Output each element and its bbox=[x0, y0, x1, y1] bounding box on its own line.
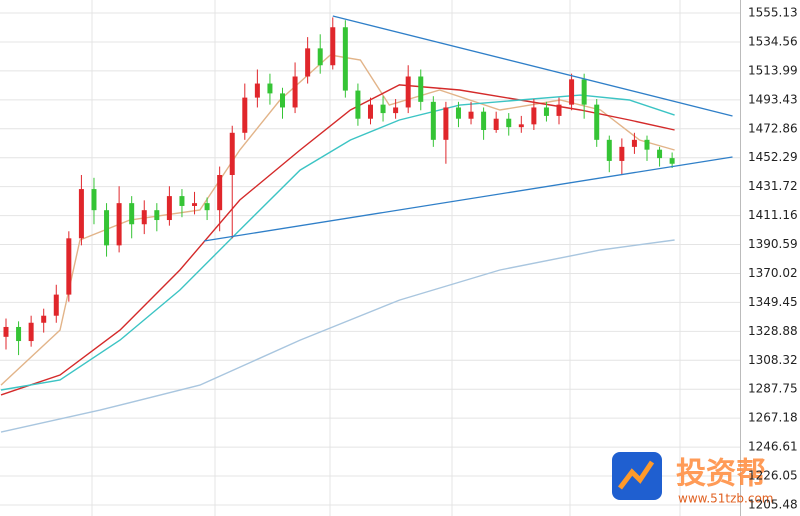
logo-mark bbox=[618, 460, 655, 490]
candle-body bbox=[129, 203, 135, 225]
candle-body bbox=[317, 48, 323, 66]
candle-body bbox=[531, 107, 537, 125]
candle-body bbox=[342, 27, 348, 91]
candle-body bbox=[493, 118, 499, 130]
candle-body bbox=[631, 139, 637, 147]
y-tick-label: 1246.61 bbox=[748, 440, 798, 454]
candle-body bbox=[166, 196, 172, 221]
candle-body bbox=[405, 76, 411, 108]
candle-body bbox=[3, 326, 9, 337]
candle-body bbox=[569, 79, 575, 105]
y-tick-label: 1205.48 bbox=[748, 497, 798, 511]
line bbox=[0, 94, 675, 391]
y-tick-label: 1452.29 bbox=[748, 150, 798, 164]
y-tick-label: 1328.88 bbox=[748, 324, 798, 338]
y-tick-label: 1534.56 bbox=[748, 34, 798, 48]
candle-body bbox=[468, 111, 474, 119]
y-tick-label: 1493.43 bbox=[748, 92, 798, 106]
candle-body bbox=[280, 93, 286, 108]
y-tick-label: 1555.13 bbox=[748, 6, 798, 20]
candle-body bbox=[606, 139, 612, 161]
candle-body bbox=[292, 76, 298, 108]
candle-body bbox=[380, 104, 386, 114]
candle-body bbox=[518, 124, 524, 128]
candle-body bbox=[543, 107, 549, 116]
candle-body bbox=[594, 104, 600, 140]
watermark-url: www.51tzb.com bbox=[678, 492, 774, 506]
candle-body bbox=[254, 83, 260, 98]
y-tick-label: 1472.86 bbox=[748, 121, 798, 135]
candle-body bbox=[66, 238, 72, 295]
candle-body bbox=[141, 210, 147, 225]
candle-body bbox=[28, 322, 34, 342]
candle-body bbox=[619, 146, 625, 161]
candle-body bbox=[657, 149, 663, 159]
candle-body bbox=[267, 83, 273, 94]
candle-body bbox=[393, 107, 399, 114]
candle-body bbox=[355, 90, 361, 119]
candle-body bbox=[192, 203, 198, 206]
candle-body bbox=[16, 326, 22, 342]
candle-body bbox=[367, 104, 373, 119]
candle-body bbox=[455, 107, 461, 119]
candle-body bbox=[430, 101, 436, 140]
y-tick-label: 1370.02 bbox=[748, 266, 798, 280]
line bbox=[0, 84, 675, 396]
trend-line bbox=[332, 15, 733, 117]
trend-line bbox=[203, 156, 733, 242]
y-tick-label: 1267.18 bbox=[748, 411, 798, 425]
candle-body bbox=[581, 79, 587, 105]
grid bbox=[91, 0, 681, 516]
candle-body bbox=[116, 203, 122, 246]
y-tick-label: 1226.05 bbox=[748, 469, 798, 483]
candle-body bbox=[78, 189, 84, 239]
candle-body bbox=[669, 158, 675, 164]
y-tick-label: 1513.99 bbox=[748, 63, 798, 77]
y-tick-label: 1431.72 bbox=[748, 179, 798, 193]
candle-body bbox=[330, 27, 336, 66]
watermark: 投资帮 www.51tzb.com bbox=[612, 452, 774, 506]
candle-body bbox=[556, 104, 562, 116]
candle-body bbox=[41, 315, 47, 323]
candle-body bbox=[217, 175, 223, 211]
candle-body bbox=[305, 48, 311, 77]
candle-body bbox=[481, 111, 487, 130]
y-tick-label: 1308.32 bbox=[748, 353, 798, 367]
candle-body bbox=[154, 210, 160, 221]
watermark-name: 投资帮 bbox=[676, 457, 766, 492]
candle-body bbox=[506, 118, 512, 128]
y-tick-label: 1390.59 bbox=[748, 237, 798, 251]
candle-body bbox=[179, 196, 185, 206]
candle-body bbox=[644, 139, 650, 150]
y-tick-label: 1349.45 bbox=[748, 295, 798, 309]
y-tick-label: 1287.75 bbox=[748, 382, 798, 396]
line bbox=[0, 239, 675, 433]
candle-body bbox=[204, 203, 210, 211]
candle-body bbox=[53, 294, 59, 316]
candle-body bbox=[443, 107, 449, 140]
candle-body bbox=[242, 97, 248, 133]
y-tick-label: 1411.16 bbox=[748, 208, 798, 222]
candle-body bbox=[104, 210, 110, 246]
candle-body bbox=[229, 132, 235, 176]
candle-body bbox=[418, 76, 424, 102]
candle-body bbox=[91, 189, 97, 211]
